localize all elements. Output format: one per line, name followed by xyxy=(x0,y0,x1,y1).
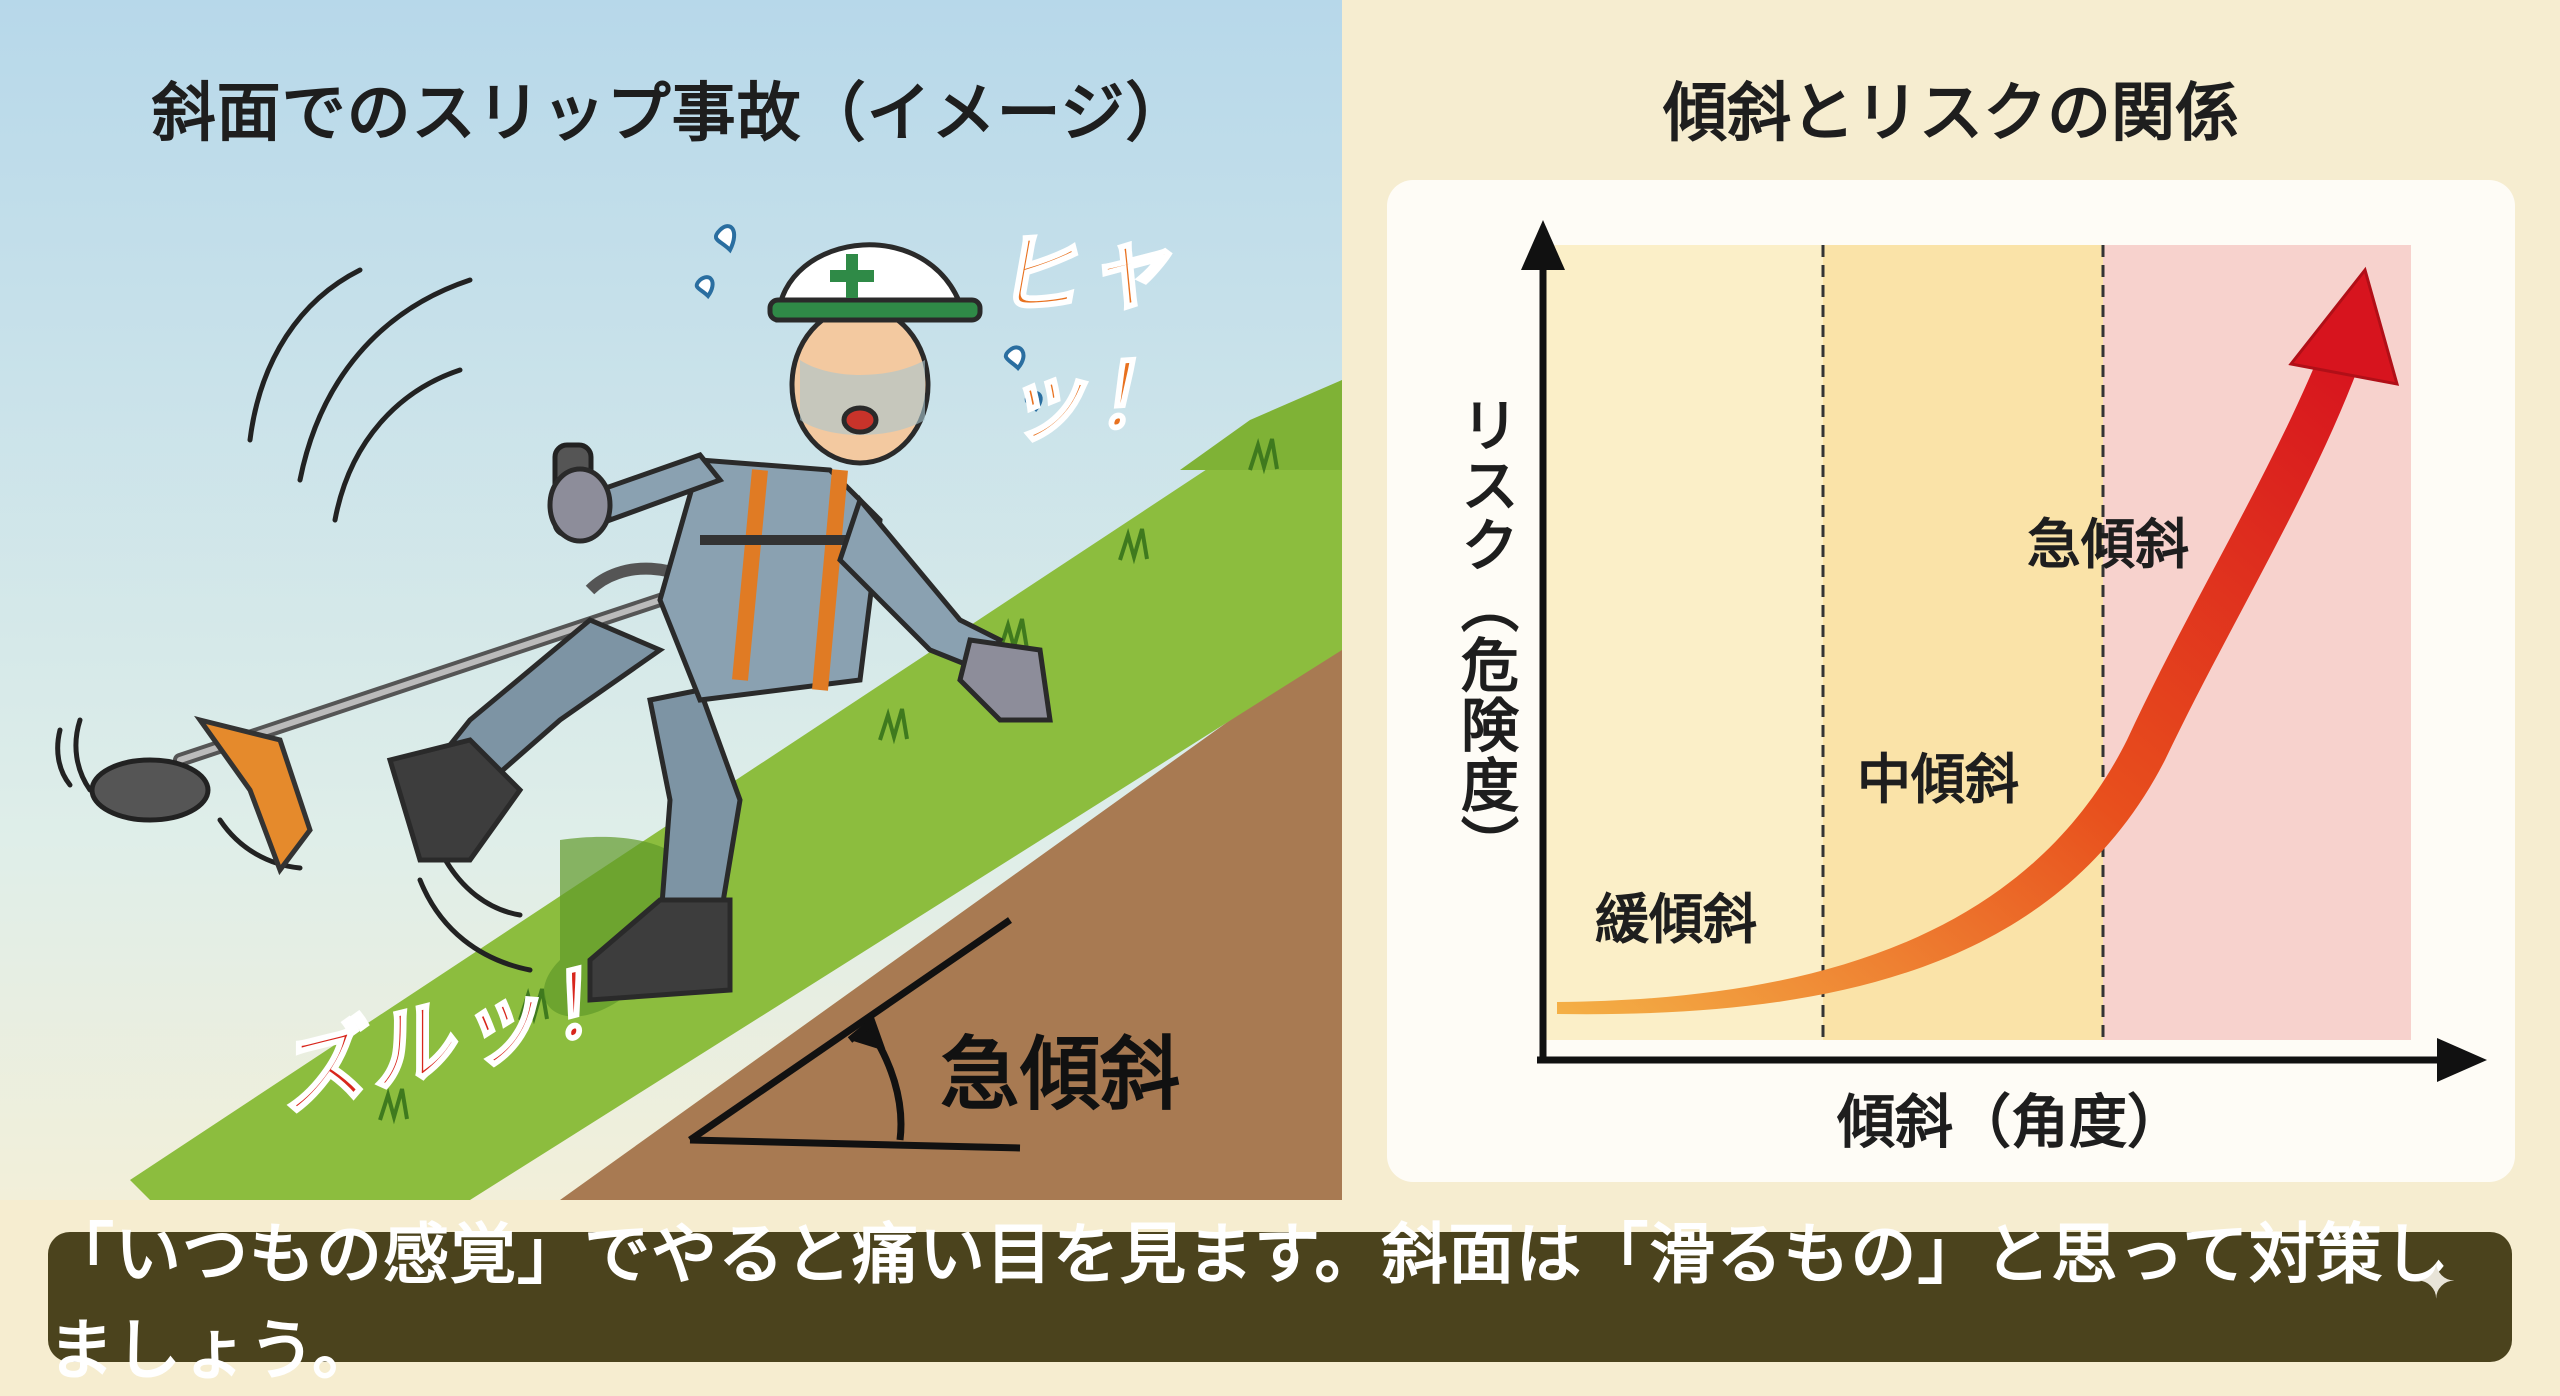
risk-curve xyxy=(1557,360,2355,1015)
slope-scene xyxy=(0,0,1342,1200)
steep-slope-label: 急傾斜 xyxy=(940,1028,1180,1121)
slip-accident-illustration: 斜面でのスリップ事故（イメージ） ヒャッ！ ズルッ！ 急傾斜 xyxy=(0,0,1342,1200)
brush-cutter xyxy=(89,442,727,876)
x-axis-label: 傾斜（角度） xyxy=(1836,1088,2185,1156)
risk-arrowhead xyxy=(2288,266,2400,386)
soil xyxy=(560,370,1342,1200)
footer-message: 「いつもの感覚」でやると痛い目を見ます。斜面は「滑るもの」と思って対策しましょう… xyxy=(48,1216,2451,1389)
right-panel-title: 傾斜とリスクの関係 xyxy=(1663,77,2239,151)
surprise-sound-effect: ヒャッ！ xyxy=(986,212,1189,457)
angle-indicator xyxy=(688,917,1021,1152)
sparkle-icon: ✦ xyxy=(2416,1254,2457,1310)
zone-label-gentle: 緩傾斜 xyxy=(1595,888,1757,951)
zone-label-steep: 急傾斜 xyxy=(2027,513,2189,576)
left-panel-title: 斜面でのスリップ事故（イメージ） xyxy=(151,77,1191,151)
risk-chart: リスク（危険度） 傾斜（角度） 緩傾斜 中傾斜 急傾斜 xyxy=(1387,180,2515,1182)
zone-medium xyxy=(1823,245,2103,1040)
y-axis-label: リスク（危険度） xyxy=(1451,395,1519,875)
x-axis-arrowhead xyxy=(2437,1038,2487,1082)
zone-gentle xyxy=(1543,245,1823,1040)
footer-banner: 「いつもの感覚」でやると痛い目を見ます。斜面は「滑るもの」と思って対策しましょう… xyxy=(48,1216,2512,1389)
risk-chart-svg xyxy=(1521,220,2487,1082)
zone-label-medium: 中傾斜 xyxy=(1857,748,2019,811)
y-axis-arrowhead xyxy=(1521,220,1565,270)
worker xyxy=(386,242,1053,1003)
sweat-drops xyxy=(694,224,1043,412)
